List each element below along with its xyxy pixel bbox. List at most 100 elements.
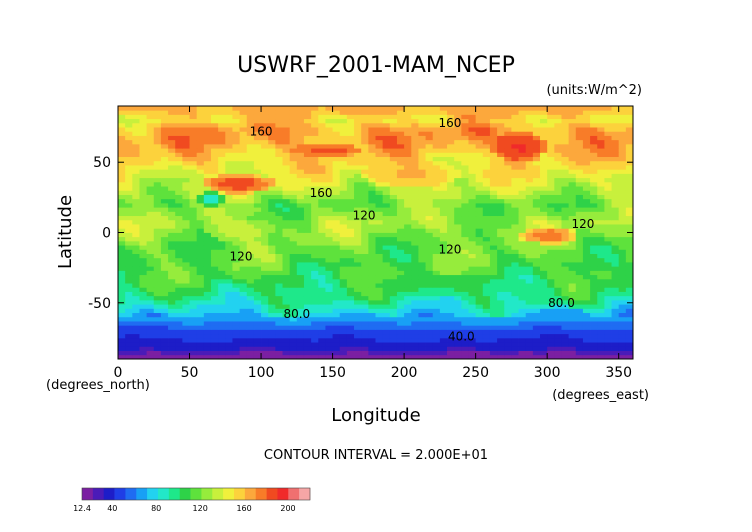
field-cell [175,194,183,200]
field-cell [475,139,484,145]
field-cell [346,283,355,288]
field-cell [261,211,269,217]
field-cell [218,245,226,250]
field-cell [404,202,412,208]
field-cell [554,152,562,157]
field-cell [582,249,591,254]
field-cell [411,329,419,335]
field-cell [318,211,326,217]
field-cell [261,165,269,170]
field-cell [354,236,362,242]
field-cell [182,114,190,120]
field-cell [346,236,355,242]
field-cell [425,152,434,157]
field-cell [332,190,341,195]
field-cell [339,354,348,360]
field-cell [268,236,276,242]
field-cell [339,228,348,233]
field-cell [153,333,162,339]
field-cell [282,304,291,309]
field-cell [139,186,148,191]
field-cell [411,299,419,305]
field-cell [303,215,312,221]
field-cell [625,333,634,339]
field-cell [597,342,605,347]
field-cell [289,114,298,120]
field-cell [125,114,133,120]
field-cell [382,181,391,187]
field-cell [354,148,362,153]
field-cell [532,186,541,191]
field-cell [611,228,620,233]
field-cell [239,114,248,120]
field-cell [318,152,326,157]
field-cell [454,215,462,221]
field-cell [389,228,398,233]
field-cell [296,143,305,149]
field-cell [210,110,219,115]
field-cell [253,110,262,115]
field-cell [618,165,627,170]
field-cell [389,190,398,195]
field-cell [275,270,283,276]
field-cell [146,127,155,132]
field-cell [168,122,176,128]
field-cell [404,186,412,191]
field-cell [303,135,312,141]
field-cell [368,249,376,254]
field-cell [382,190,391,195]
field-cell [261,202,269,208]
field-cell [332,215,341,221]
field-cell [325,232,333,238]
field-cell [203,329,212,335]
field-cell [418,283,426,288]
field-cell [575,106,584,111]
field-cell [303,232,312,238]
field-cell [210,274,219,280]
field-cell [239,291,248,297]
field-cell [497,245,505,250]
field-cell [132,291,140,297]
field-cell [532,312,541,318]
field-cell [511,143,519,149]
field-cell [482,160,491,166]
field-cell [540,245,548,250]
field-cell [311,291,319,297]
field-cell [547,139,555,145]
field-cell [532,148,541,153]
field-cell [139,194,148,200]
field-cell [354,253,362,259]
field-cell [261,270,269,276]
field-cell [597,202,605,208]
field-cell [575,283,584,288]
field-cell [175,278,183,284]
field-cell [582,211,591,217]
field-cell [404,207,412,212]
field-cell [168,194,176,200]
field-cell [318,291,326,297]
field-cell [289,316,298,322]
field-cell [461,160,469,166]
field-cell [318,127,326,132]
field-cell [325,181,333,187]
field-cell [425,148,434,153]
field-cell [253,342,262,347]
field-cell [375,143,384,149]
field-cell [261,325,269,330]
field-cell [296,249,305,254]
field-cell [210,337,219,343]
field-cell [575,266,584,271]
field-cell [311,114,319,120]
field-cell [239,329,248,335]
field-cell [611,114,620,120]
field-cell [532,169,541,174]
field-cell [482,321,491,326]
field-cell [511,173,519,179]
field-cell [160,316,169,322]
field-cell [153,262,162,267]
field-cell [139,139,148,145]
field-cell [246,321,255,326]
field-cell [604,156,612,162]
field-cell [568,114,577,120]
field-cell [189,135,198,141]
